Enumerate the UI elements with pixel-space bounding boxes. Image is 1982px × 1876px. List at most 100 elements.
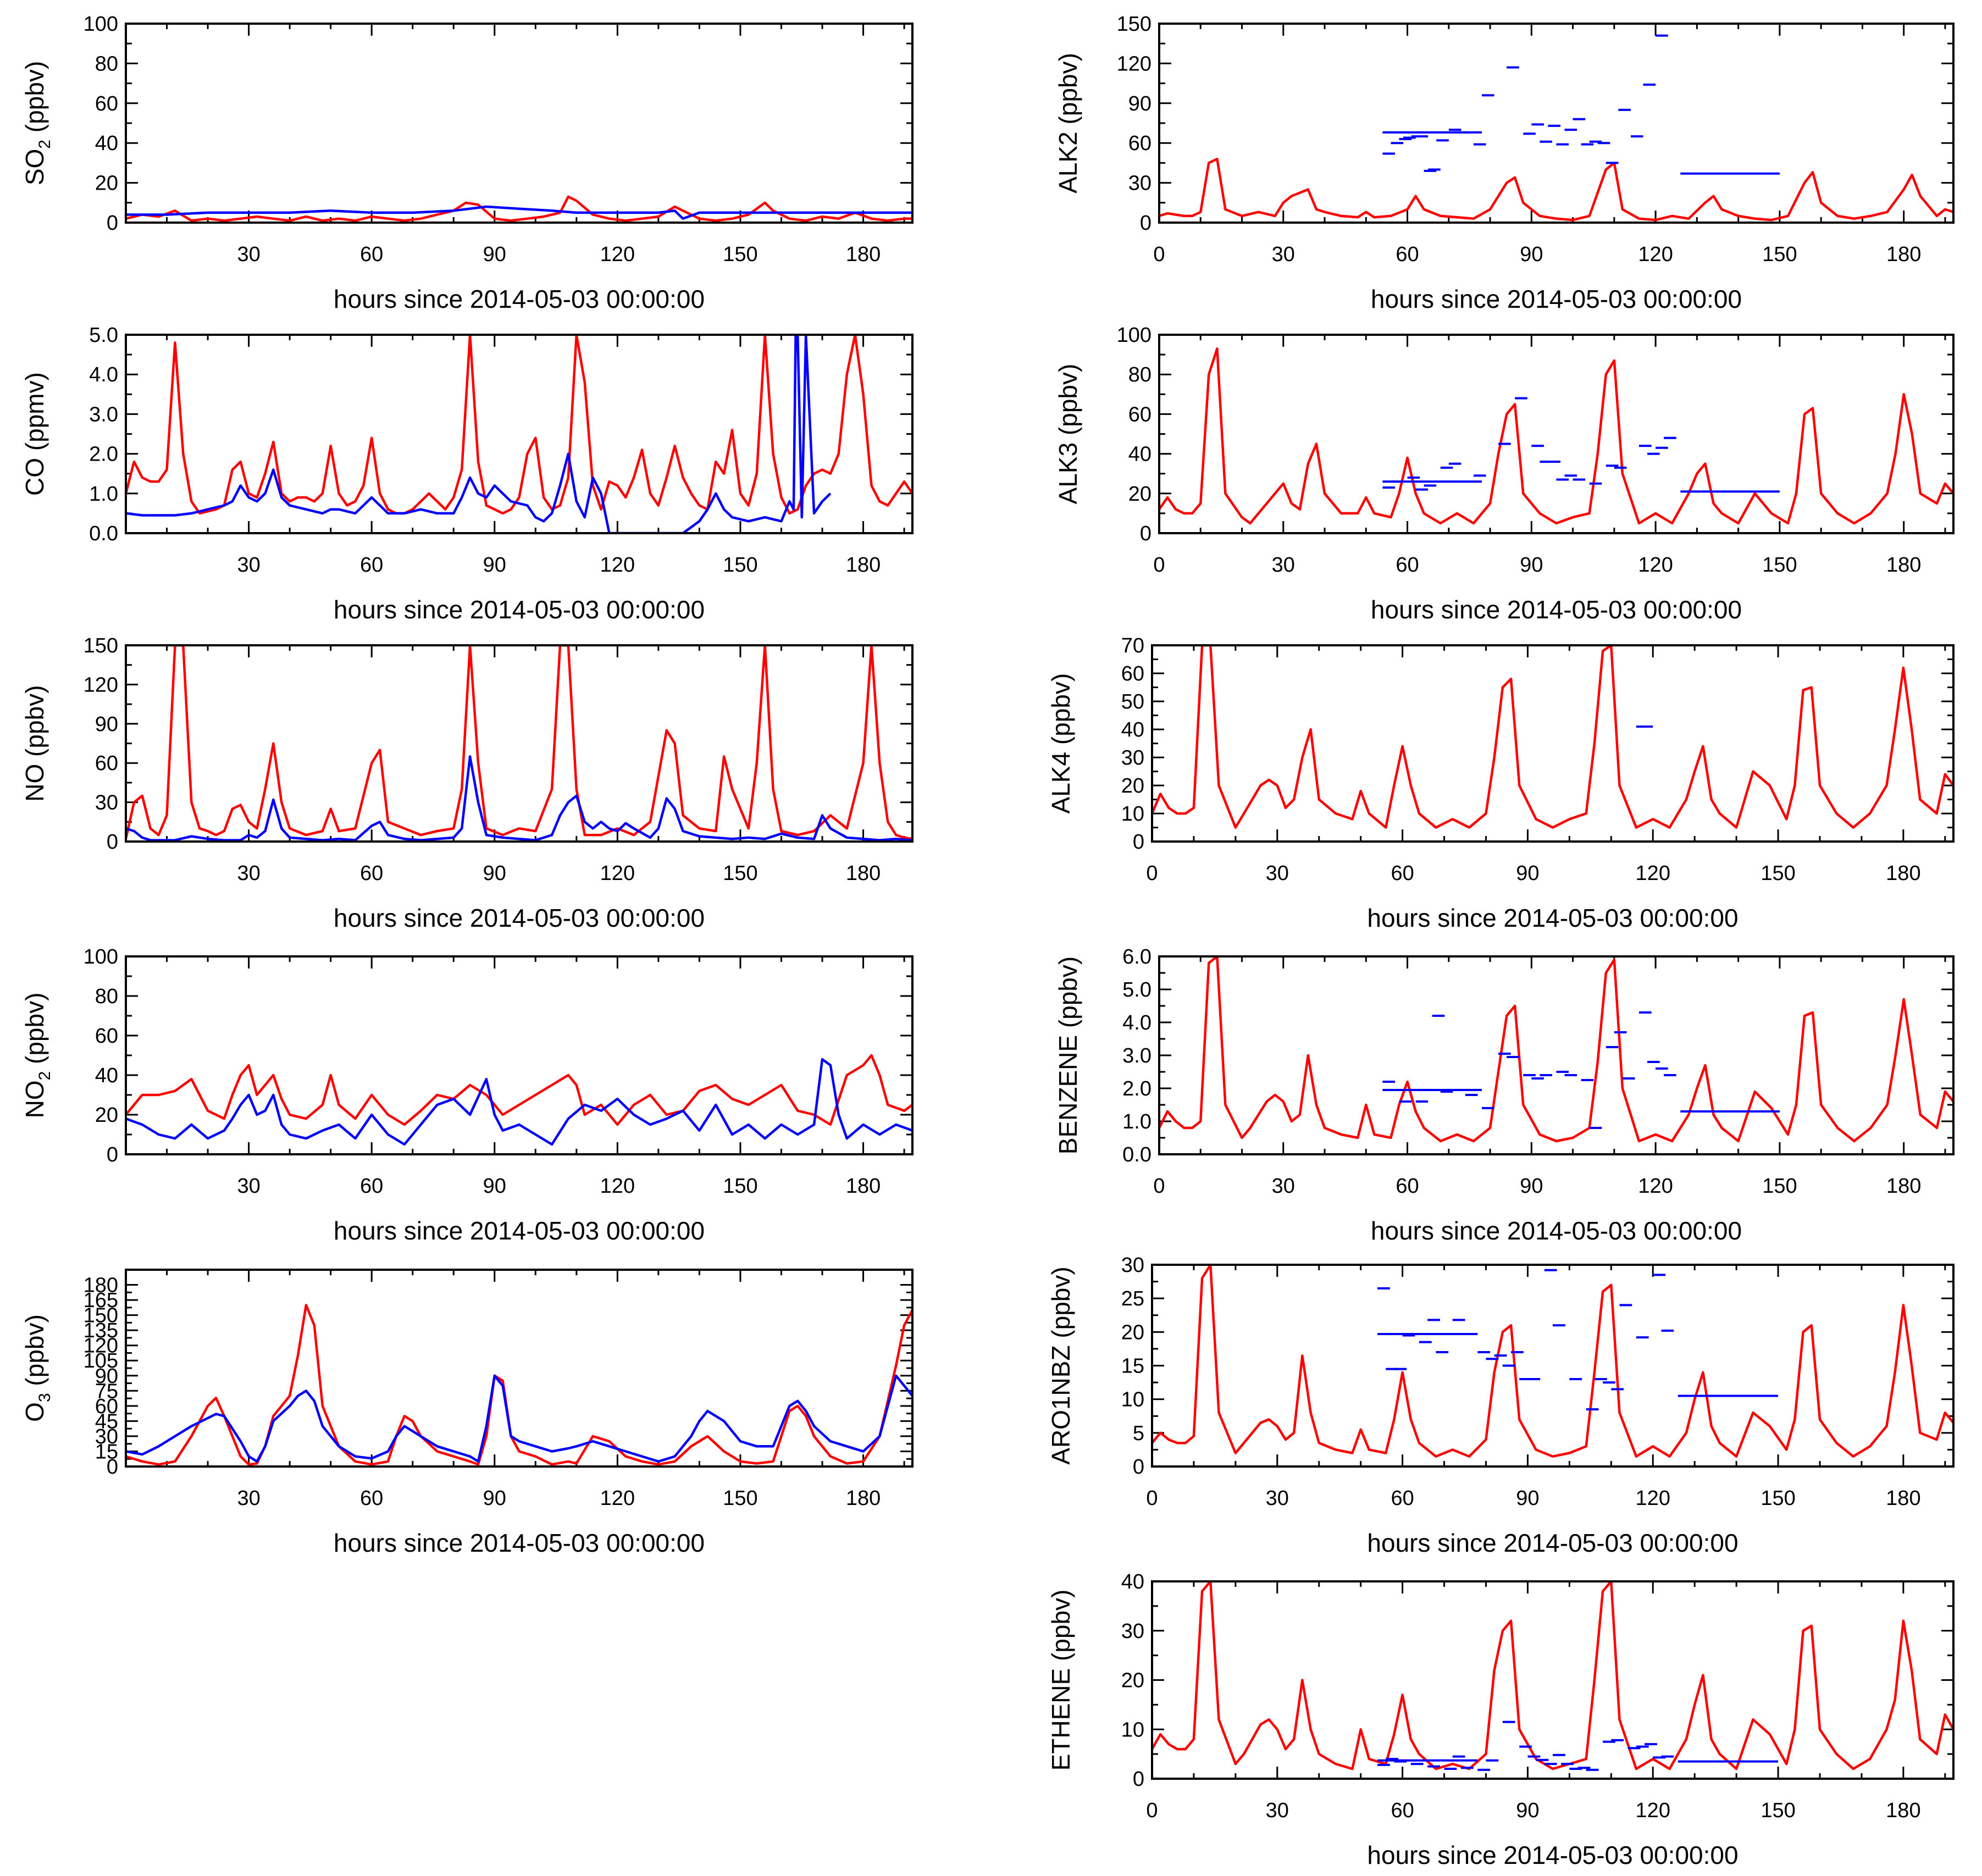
y-axis-label-unit: (ppmv): [20, 372, 49, 458]
y-axis-label-main: ALK2: [1054, 131, 1082, 193]
y-tick-label: 10: [1121, 803, 1144, 826]
y-tick-label: 30: [95, 792, 118, 815]
x-tick-label: 120: [600, 1487, 635, 1510]
y-tick-label: 40: [1121, 1570, 1144, 1593]
x-tick-label: 60: [360, 243, 383, 266]
x-tick-label: 90: [1520, 1175, 1543, 1198]
y-axis-label-main: NO: [20, 764, 49, 802]
x-tick-label: 150: [1760, 862, 1795, 885]
y-tick-label: 30: [1121, 1620, 1144, 1643]
x-tick-label: 90: [483, 243, 506, 266]
plot-frame: [125, 23, 914, 224]
y-tick-label: 0: [107, 1143, 118, 1166]
y-tick-label: 120: [84, 1335, 118, 1358]
y-axis-label-unit: (ppbv): [1047, 1266, 1075, 1345]
y-tick-label: 1.0: [89, 483, 118, 506]
x-tick-label: 120: [600, 554, 635, 577]
series-model: [1159, 956, 1953, 1143]
x-tick-label: 150: [723, 554, 757, 577]
y-tick-label: 120: [84, 673, 118, 696]
series-model: [126, 645, 912, 840]
y-axis-label: CO (ppmv): [20, 372, 49, 496]
x-tick-label: 150: [723, 862, 757, 885]
y-tick-label: 60: [95, 92, 118, 115]
x-tick-label: 90: [1516, 1799, 1539, 1822]
x-tick-label: 120: [1636, 1487, 1670, 1510]
x-tick-label: 0: [1153, 554, 1165, 577]
y-axis-label-main: ETHENE: [1047, 1668, 1075, 1771]
series-line: [126, 335, 832, 533]
series-model: [1152, 1581, 1953, 1770]
y-tick-label: 150: [84, 1304, 118, 1327]
y-tick-label: 25: [1121, 1287, 1144, 1310]
y-tick-label: 60: [1128, 403, 1151, 426]
y-tick-label: 60: [1128, 132, 1151, 155]
series-model: [126, 335, 912, 515]
x-tick-label: 90: [1516, 1487, 1539, 1510]
panel-benzene: 0 30 60 90 120 150 180 0.0 1.0 2.0 3.0 4.0 5.0 6.0 hou…: [1054, 945, 1955, 1245]
series-obs_segments: [1377, 1269, 1779, 1411]
y-tick-label: 0: [107, 1456, 118, 1479]
x-tick-label: 150: [1762, 243, 1797, 266]
series-model: [126, 195, 912, 222]
x-tick-label: 30: [1272, 554, 1295, 577]
x-tick-label: 150: [723, 243, 757, 266]
x-tick-label: 60: [360, 1487, 383, 1510]
x-tick-label: 30: [237, 1487, 260, 1510]
x-tick-label: 150: [1760, 1799, 1795, 1822]
y-tick-label: 0.0: [89, 522, 118, 545]
y-tick-label: 0: [1133, 1768, 1144, 1791]
x-tick-label: 180: [846, 243, 881, 266]
x-tick-label: 30: [237, 1175, 260, 1198]
y-tick-label: 80: [1128, 363, 1151, 386]
y-axis-label-main: CO: [20, 458, 49, 496]
x-tick-label: 60: [1391, 862, 1414, 885]
y-tick-label: 60: [1121, 662, 1144, 685]
y-tick-label: 120: [1117, 52, 1151, 75]
y-tick-label: 40: [1128, 443, 1151, 466]
y-axis-label-unit: (ppbv): [20, 61, 49, 140]
y-tick-label: 30: [95, 1425, 118, 1448]
x-tick-label: 60: [360, 862, 383, 885]
x-tick-label: 150: [1762, 554, 1797, 577]
y-tick-label: 15: [1121, 1355, 1144, 1378]
x-tick-label: 60: [1391, 1799, 1414, 1822]
plot-frame: [125, 1269, 914, 1468]
series-line: [126, 335, 912, 515]
panel-no2: 30 60 90 120 150 180 0 20 40 60 80 100 hours since 2…: [20, 945, 914, 1245]
series-model: [1159, 157, 1953, 222]
plot-frame: [125, 644, 914, 843]
x-tick-label: 120: [1636, 862, 1670, 885]
x-tick-label: 90: [483, 1487, 506, 1510]
panel-alk2: 0 30 60 90 120 150 180 0 30 60 90 120 150 hours since…: [1054, 13, 1955, 313]
y-tick-label: 30: [1121, 1254, 1144, 1277]
x-tick-label: 180: [846, 1487, 881, 1510]
panel-alk3: 0 30 60 90 120 150 180 0 20 40 60 80 100 hours since …: [1054, 324, 1955, 624]
plot-frame: [125, 334, 914, 534]
y-tick-label: 20: [1121, 1669, 1144, 1692]
y-tick-label: 105: [84, 1349, 118, 1373]
y-tick-label: 0: [1133, 1456, 1144, 1479]
y-axis-label-sub: 3: [36, 1393, 54, 1402]
panel-aro1nbz: 0 30 60 90 120 150 180 0 5 10 15 20 25 30 hours since …: [1047, 1254, 1955, 1557]
y-axis-label: O3 (ppbv): [20, 1314, 54, 1422]
y-tick-label: 0: [1140, 212, 1151, 235]
x-tick-label: 180: [846, 554, 881, 577]
y-tick-label: 5: [1133, 1422, 1144, 1445]
y-tick-label: 20: [95, 172, 118, 195]
x-tick-label: 30: [237, 243, 260, 266]
y-axis-label: ALK3 (ppbv): [1054, 364, 1082, 505]
y-tick-label: 0: [107, 212, 118, 235]
y-axis-label: SO2 (ppbv): [20, 61, 54, 185]
series-line: [1152, 645, 1953, 829]
x-axis-label: hours since 2014-05-03 00:00:00: [1367, 1529, 1738, 1557]
y-axis-label-main: SO: [20, 149, 49, 185]
x-tick-label: 0: [1146, 1799, 1158, 1822]
x-tick-label: 60: [1396, 554, 1419, 577]
x-tick-label: 150: [723, 1175, 757, 1198]
y-tick-label: 0: [107, 831, 118, 854]
x-tick-label: 180: [846, 862, 881, 885]
x-tick-label: 90: [1516, 862, 1539, 885]
y-tick-label: 0: [1133, 831, 1144, 854]
